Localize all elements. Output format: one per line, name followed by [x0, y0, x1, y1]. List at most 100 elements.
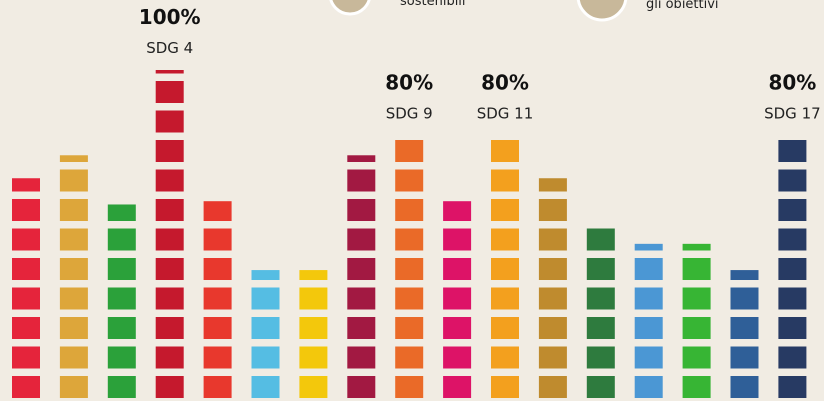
block	[12, 376, 40, 398]
block	[730, 376, 759, 398]
block	[491, 317, 519, 339]
block	[778, 169, 807, 192]
column	[538, 178, 567, 398]
column	[203, 201, 232, 398]
block	[203, 317, 232, 339]
block	[347, 155, 376, 162]
block	[634, 287, 663, 310]
block	[12, 178, 40, 192]
block	[155, 376, 184, 398]
block	[538, 317, 567, 339]
block	[682, 258, 711, 280]
block	[203, 228, 232, 251]
block	[107, 287, 136, 310]
block	[682, 376, 711, 398]
block	[203, 258, 232, 280]
block	[347, 228, 376, 251]
block	[778, 376, 807, 398]
block	[491, 228, 519, 251]
block	[299, 346, 328, 369]
block	[634, 346, 663, 369]
block	[59, 155, 88, 162]
block	[491, 169, 519, 192]
block	[299, 376, 328, 398]
block	[12, 258, 40, 280]
block	[586, 346, 615, 369]
block	[299, 317, 328, 339]
block	[395, 376, 424, 398]
block	[203, 376, 232, 398]
column	[443, 201, 472, 398]
block	[730, 287, 759, 310]
block	[682, 317, 711, 339]
column	[395, 140, 424, 398]
block	[299, 287, 328, 310]
block	[155, 317, 184, 339]
block	[538, 376, 567, 398]
block	[778, 228, 807, 251]
column	[491, 140, 519, 398]
column	[299, 270, 328, 398]
block	[203, 201, 232, 221]
category-label: SDG 9	[386, 105, 433, 123]
column	[778, 140, 807, 398]
block	[107, 346, 136, 369]
value-label: 100%	[139, 5, 201, 29]
block	[107, 258, 136, 280]
block	[12, 317, 40, 339]
block	[778, 258, 807, 280]
block	[395, 346, 424, 369]
column	[59, 155, 88, 398]
block	[395, 169, 424, 192]
block	[395, 228, 424, 251]
block	[12, 199, 40, 221]
block	[203, 287, 232, 310]
category-label: SDG 17	[764, 105, 821, 123]
block	[155, 70, 184, 74]
block	[203, 346, 232, 369]
block	[538, 258, 567, 280]
block	[347, 317, 376, 339]
icon	[329, 0, 371, 16]
block	[778, 199, 807, 221]
block	[634, 317, 663, 339]
block	[155, 346, 184, 369]
column	[586, 228, 615, 398]
block	[395, 317, 424, 339]
block	[59, 287, 88, 310]
block	[730, 346, 759, 369]
block	[395, 287, 424, 310]
block	[443, 201, 472, 221]
block	[107, 228, 136, 251]
block	[778, 287, 807, 310]
value-label: 80%	[385, 71, 433, 95]
block	[586, 258, 615, 280]
block	[443, 376, 472, 398]
block	[59, 228, 88, 251]
block	[634, 376, 663, 398]
column	[682, 243, 711, 398]
block	[395, 199, 424, 221]
block	[538, 199, 567, 221]
column	[251, 270, 280, 398]
block	[538, 178, 567, 192]
annotation: gli obiettivi	[646, 0, 719, 12]
block	[59, 376, 88, 398]
block	[778, 317, 807, 339]
block	[586, 376, 615, 398]
block	[347, 376, 376, 398]
block	[107, 317, 136, 339]
block	[251, 270, 280, 280]
block	[395, 258, 424, 280]
block	[155, 81, 184, 103]
block	[443, 258, 472, 280]
block	[491, 287, 519, 310]
block	[443, 317, 472, 339]
block	[491, 346, 519, 369]
block	[586, 287, 615, 310]
block	[155, 110, 184, 133]
block	[347, 346, 376, 369]
category-label: SDG 4	[146, 39, 193, 57]
block	[155, 140, 184, 162]
block	[491, 258, 519, 280]
